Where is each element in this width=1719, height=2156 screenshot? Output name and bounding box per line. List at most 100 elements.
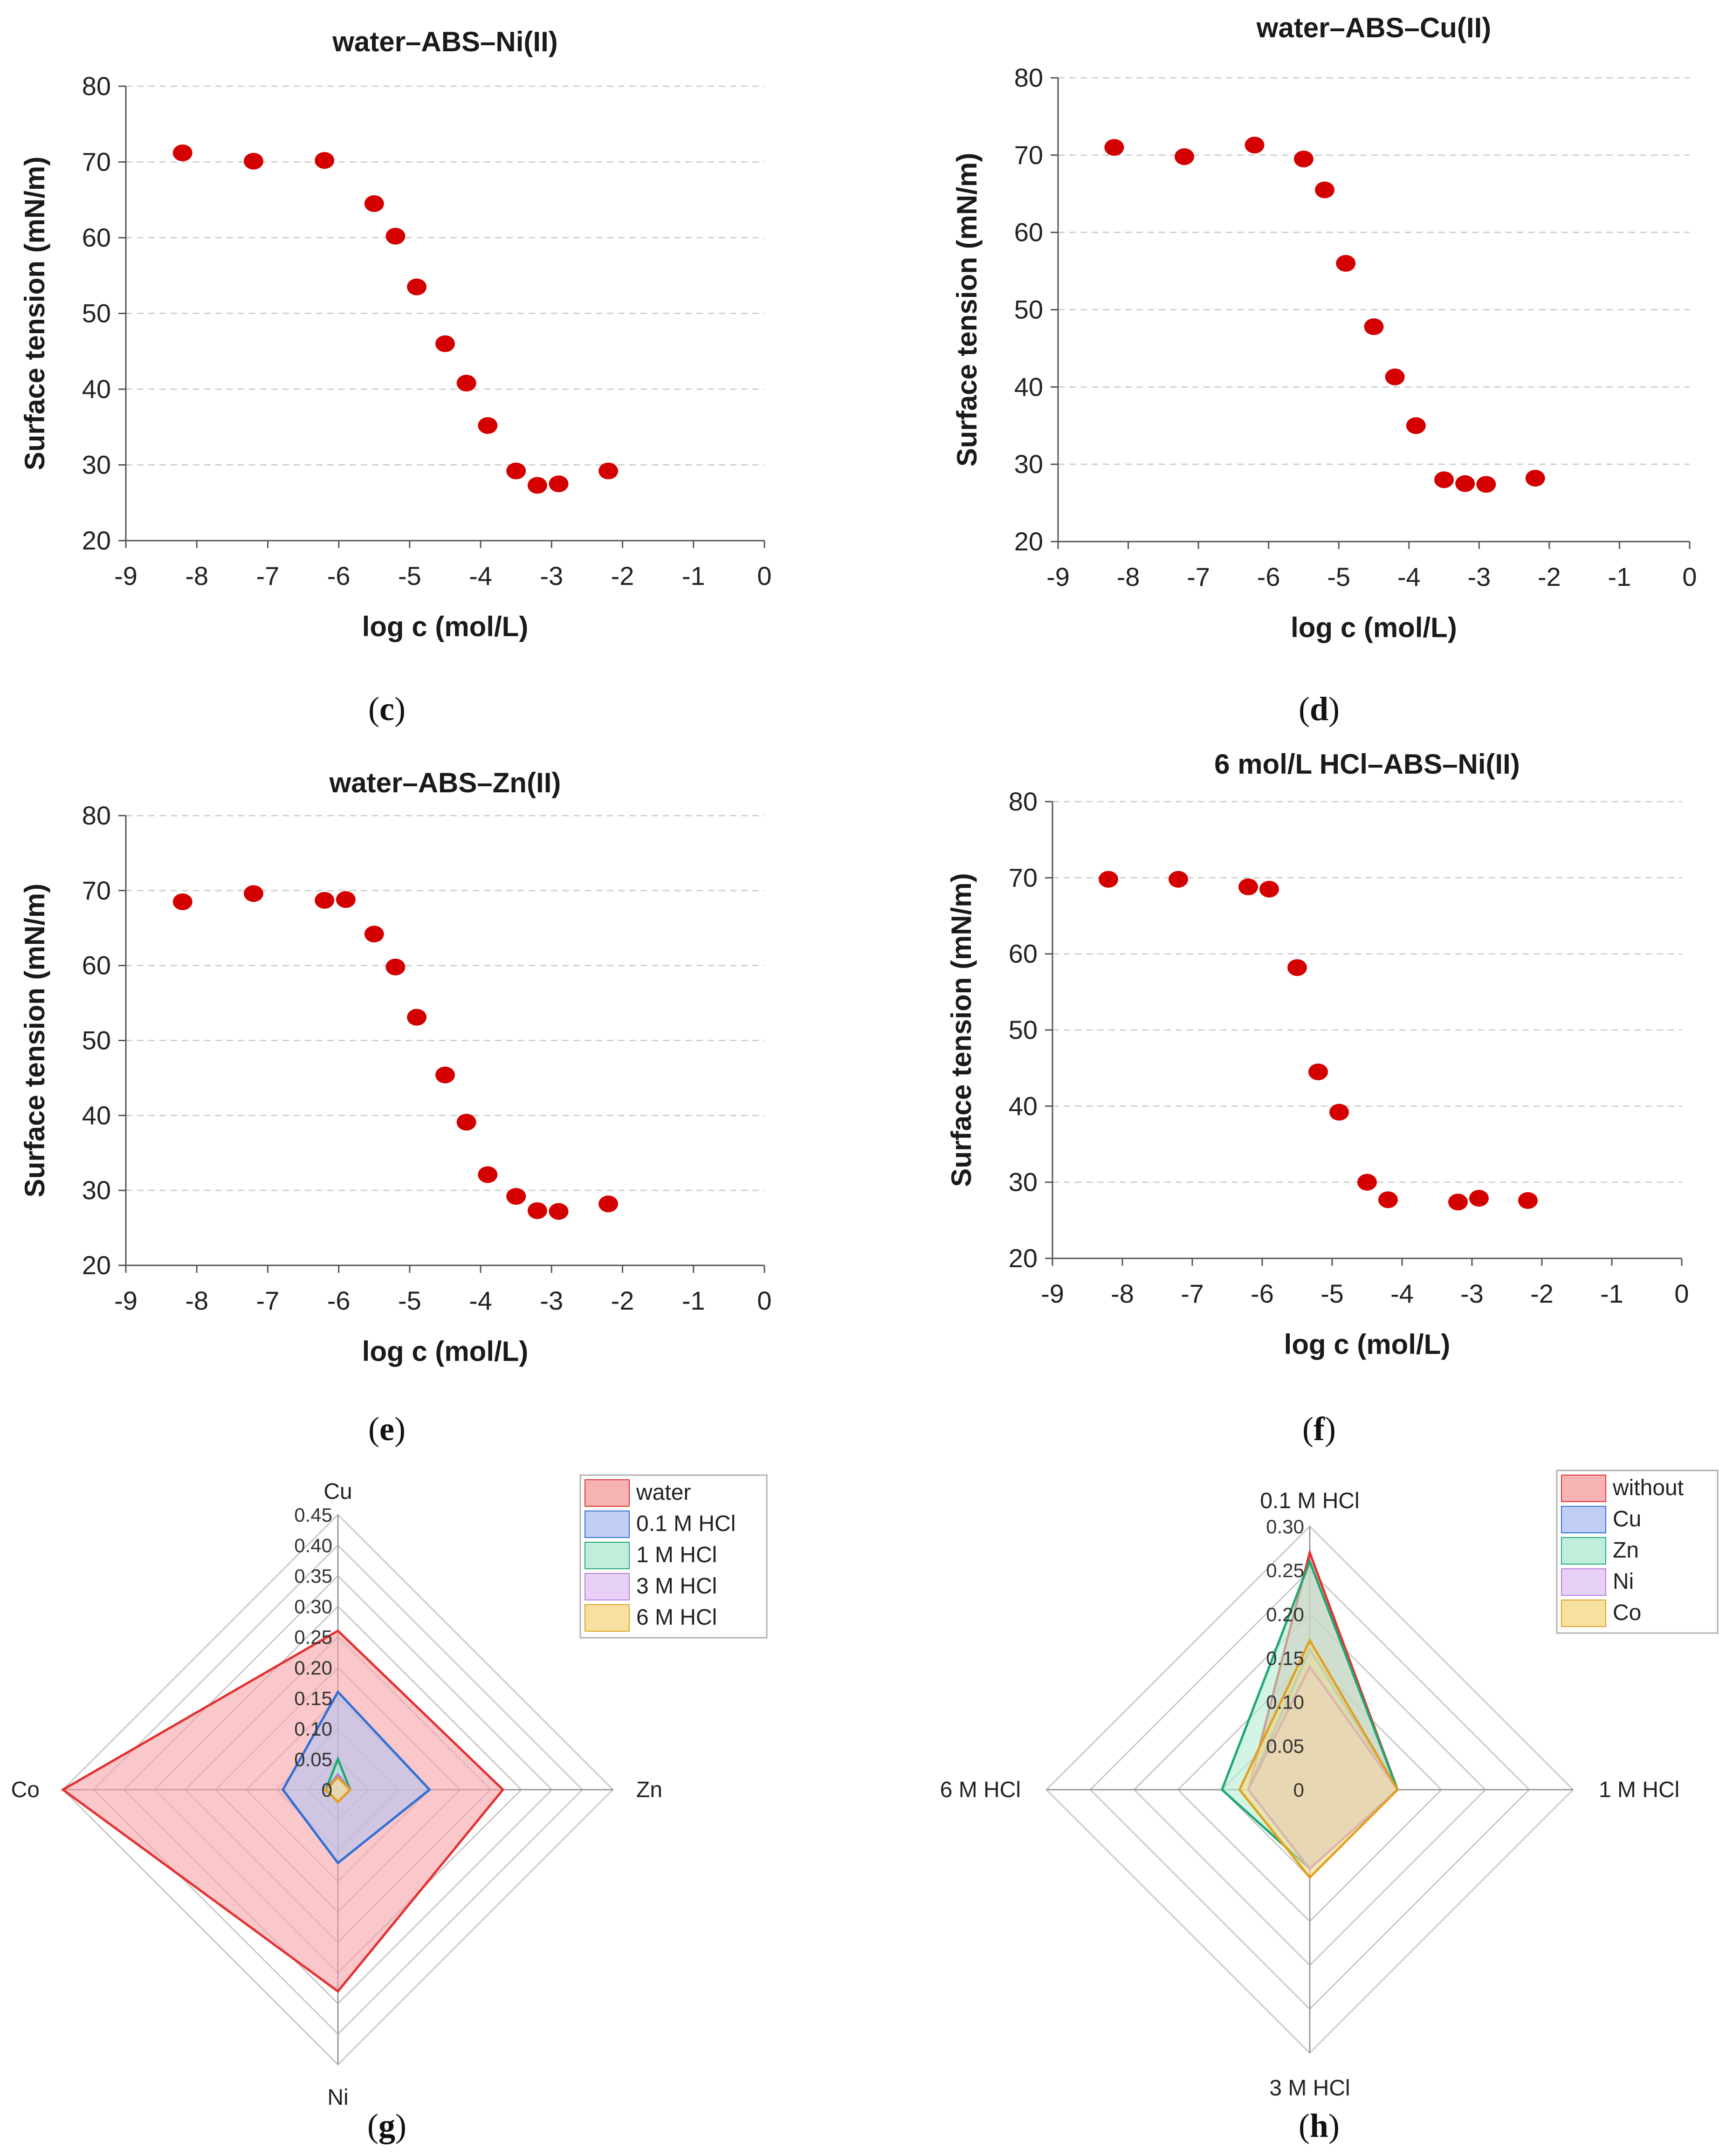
x-tick-label: -1 bbox=[682, 561, 705, 590]
x-tick-label: -2 bbox=[1538, 562, 1561, 591]
y-tick-label: 70 bbox=[1009, 863, 1038, 892]
chart-d: 20 30 40 50 60 70 80 -9 -8 -7 -6 -5 -4 -3 -2 -1 0 water–A… bbox=[951, 12, 1697, 643]
chart-title: water–ABS–Ni(II) bbox=[332, 26, 557, 57]
y-tick-label: 30 bbox=[82, 1175, 111, 1205]
radar-axis-label: Ni bbox=[327, 2085, 348, 2110]
data-point bbox=[1357, 1174, 1377, 1191]
legend-label: 6 M HCl bbox=[636, 1605, 717, 1630]
x-tick-label: -4 bbox=[1397, 562, 1421, 591]
radial-tick-label: 0.20 bbox=[1266, 1603, 1304, 1625]
y-tick-label: 70 bbox=[82, 147, 111, 177]
data-point bbox=[1455, 475, 1475, 492]
data-point bbox=[315, 152, 335, 169]
data-point bbox=[1336, 255, 1356, 272]
x-tick-label: -5 bbox=[398, 1286, 421, 1315]
x-tick-label: -9 bbox=[114, 561, 138, 590]
legend-label: 0.1 M HCl bbox=[636, 1511, 736, 1536]
x-axis-label: log c (mol/L) bbox=[1284, 1329, 1451, 1360]
data-point bbox=[1518, 1192, 1538, 1209]
radar-series-6-m-hcl bbox=[324, 1776, 352, 1804]
data-point bbox=[244, 885, 263, 902]
data-point bbox=[1469, 1189, 1489, 1207]
radar-axis-label: 0.1 M HCl bbox=[1260, 1489, 1359, 1513]
y-tick-label: 70 bbox=[82, 876, 111, 905]
y-tick-label: 40 bbox=[1009, 1091, 1038, 1120]
data-point bbox=[1378, 1191, 1398, 1208]
data-point bbox=[172, 144, 193, 161]
x-tick-label: -8 bbox=[185, 1286, 208, 1315]
y-tick-label: 40 bbox=[1014, 372, 1043, 401]
y-tick-label: 80 bbox=[82, 71, 111, 101]
legend: water 0.1 M HCl 1 M HCl 3 M HCl 6 M HCl bbox=[579, 1474, 768, 1639]
legend-label: Co bbox=[1613, 1600, 1641, 1625]
y-tick-label: 50 bbox=[82, 1026, 111, 1055]
x-tick-label: 0 bbox=[757, 1286, 771, 1315]
data-point bbox=[506, 1188, 526, 1205]
data-point bbox=[1476, 476, 1496, 493]
x-tick-label: -8 bbox=[1117, 562, 1140, 591]
radial-tick-label: 0.45 bbox=[294, 1504, 332, 1526]
chart-f: 20 30 40 50 60 70 80 -9 -8 -7 -6 -5 -4 -3 -2 -1 0 6 mol/L… bbox=[946, 748, 1689, 1360]
y-tick-label: 60 bbox=[82, 951, 111, 980]
panel-caption: (c) bbox=[368, 690, 406, 728]
radar-series-0-1-m-hcl bbox=[282, 1690, 432, 1865]
legend-swatch bbox=[584, 1479, 630, 1507]
data-point bbox=[315, 892, 335, 909]
legend-label: Zn bbox=[1613, 1538, 1639, 1563]
chart-title: water–ABS–Zn(II) bbox=[329, 767, 561, 798]
panel-caption: (h) bbox=[1299, 2107, 1340, 2144]
y-tick-label: 80 bbox=[82, 801, 111, 830]
x-tick-label: -2 bbox=[1530, 1279, 1554, 1308]
x-tick-label: -5 bbox=[1320, 1279, 1344, 1308]
x-tick-label: -2 bbox=[611, 561, 634, 590]
data-point bbox=[1525, 470, 1545, 487]
data-point bbox=[1245, 137, 1265, 154]
radial-tick-label: 0.25 bbox=[1266, 1559, 1304, 1581]
legend-label: Ni bbox=[1613, 1569, 1634, 1594]
radar-series-co bbox=[1238, 1638, 1399, 1880]
y-tick-label: 30 bbox=[82, 450, 111, 480]
radial-tick-label: 0 bbox=[322, 1779, 332, 1801]
radial-tick-label: 0.30 bbox=[294, 1596, 332, 1618]
chart-title: 6 mol/L HCl–ABS–Ni(II) bbox=[1214, 748, 1520, 780]
x-tick-label: -3 bbox=[1467, 562, 1491, 591]
x-tick-label: -1 bbox=[682, 1286, 705, 1315]
data-point bbox=[1287, 959, 1307, 976]
panel-caption: (e) bbox=[368, 1410, 406, 1448]
x-tick-label: -6 bbox=[327, 561, 351, 590]
legend-swatch bbox=[584, 1604, 630, 1632]
data-point bbox=[1434, 471, 1454, 488]
x-tick-label: -1 bbox=[1608, 562, 1631, 591]
x-tick-label: -3 bbox=[540, 1286, 563, 1315]
x-tick-label: -4 bbox=[469, 561, 492, 590]
y-tick-label: 60 bbox=[1014, 218, 1043, 247]
y-tick-label: 50 bbox=[82, 299, 111, 328]
x-tick-label: -2 bbox=[611, 1286, 634, 1315]
x-tick-label: -5 bbox=[1327, 562, 1350, 591]
radial-tick-label: 0.40 bbox=[294, 1535, 332, 1557]
data-point bbox=[1364, 318, 1384, 335]
data-point bbox=[407, 278, 427, 295]
legend-label: 1 M HCl bbox=[636, 1543, 717, 1567]
x-tick-label: -9 bbox=[1041, 1279, 1064, 1308]
chart-c: 20 30 40 50 60 70 80 -9 -8 -7 -6 -5 -4 -3 -2 -1 0 water–A… bbox=[19, 26, 772, 642]
y-axis-label: Surface tension (mN/m) bbox=[946, 873, 977, 1187]
chart-title: water–ABS–Cu(II) bbox=[1256, 12, 1491, 43]
data-point bbox=[1448, 1194, 1468, 1211]
chart-e: 20 30 40 50 60 70 80 -9 -8 -7 -6 -5 -4 -3 -2 -1 0 water–A… bbox=[19, 767, 772, 1367]
y-tick-label: 80 bbox=[1014, 63, 1043, 92]
y-tick-label: 80 bbox=[1009, 787, 1038, 816]
data-point bbox=[244, 152, 263, 170]
data-point bbox=[1238, 878, 1258, 895]
data-point bbox=[527, 1202, 547, 1219]
x-tick-label: -3 bbox=[540, 561, 563, 590]
x-tick-label: -7 bbox=[256, 561, 280, 590]
data-point bbox=[1308, 1063, 1328, 1080]
data-point bbox=[364, 195, 384, 212]
y-tick-label: 60 bbox=[1009, 939, 1038, 968]
radar-axis-label: 3 M HCl bbox=[1269, 2076, 1350, 2101]
radial-tick-label: 0.20 bbox=[294, 1657, 332, 1679]
x-axis-label: log c (mol/L) bbox=[1291, 612, 1457, 643]
radar-axis-label: 6 M HCl bbox=[940, 1778, 1021, 1802]
legend-swatch bbox=[1561, 1568, 1606, 1596]
